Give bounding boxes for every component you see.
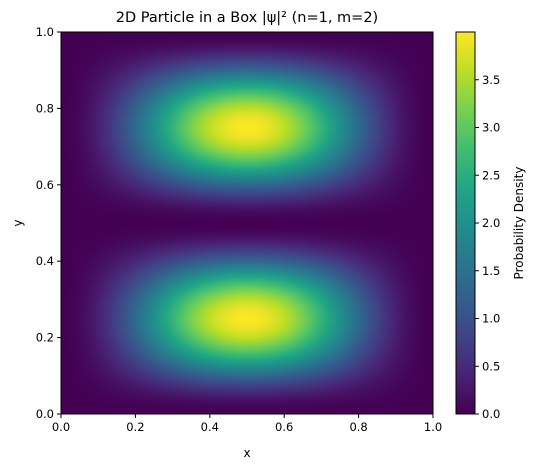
colorbar-gradient <box>456 32 475 414</box>
colorbar-tick-label: 0.0 <box>482 407 500 421</box>
y-tick-label: 0.8 <box>36 101 54 115</box>
y-tick-label: 0.0 <box>36 407 54 421</box>
chart-title: 2D Particle in a Box |ψ|² (n=1, m=2) <box>116 10 378 26</box>
x-tick-label: 1.0 <box>424 420 442 434</box>
colorbar-tick-label: 0.5 <box>482 359 500 373</box>
y-axis: 0.0 0.2 0.4 0.6 0.8 1.0 <box>36 25 61 421</box>
y-tick-label: 0.4 <box>36 254 54 268</box>
x-tick-label: 0.2 <box>126 420 144 434</box>
colorbar: 0.0 0.5 1.0 1.5 2.0 2.5 3.0 3.5 <box>455 31 500 421</box>
y-tick-label: 0.6 <box>36 178 54 192</box>
colorbar-tick-label: 1.0 <box>482 312 500 326</box>
plot-frame <box>60 31 434 415</box>
x-tick-label: 0.8 <box>349 420 367 434</box>
y-tick-label: 1.0 <box>36 25 54 39</box>
colorbar-tick-label: 3.0 <box>482 121 500 135</box>
colorbar-tick-label: 3.5 <box>482 73 500 87</box>
y-tick-label: 0.2 <box>36 331 54 345</box>
heatmap-plot-area <box>60 31 434 415</box>
colorbar-tick-label: 2.0 <box>482 216 500 230</box>
colorbar-ticks: 0.0 0.5 1.0 1.5 2.0 2.5 3.0 3.5 <box>475 73 500 421</box>
colorbar-label: Probability Density <box>512 167 526 280</box>
x-tick-label: 0.4 <box>201 420 219 434</box>
x-axis-label: x <box>243 446 250 460</box>
x-tick-label: 0.0 <box>52 420 70 434</box>
heatmap-image <box>61 32 433 414</box>
x-tick-label: 0.6 <box>275 420 293 434</box>
colorbar-tick-label: 2.5 <box>482 168 500 182</box>
colorbar-tick-label: 1.5 <box>482 264 500 278</box>
x-axis: 0.0 0.2 0.4 0.6 0.8 1.0 <box>52 414 442 434</box>
y-axis-label: y <box>11 219 25 226</box>
